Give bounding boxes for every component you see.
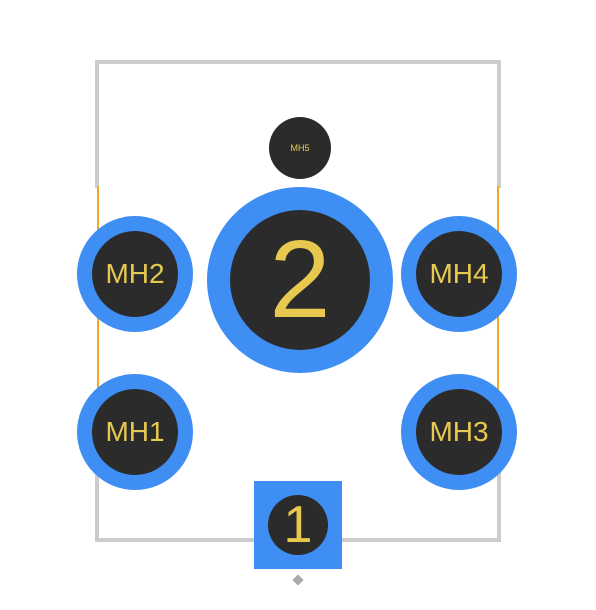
- outline-right-upper: [497, 60, 501, 188]
- pad-mh2-hole: MH2: [92, 231, 178, 317]
- outline-left-upper: [95, 60, 99, 188]
- pad-1-hole: 1: [268, 495, 328, 555]
- pad-mh4-hole: MH4: [416, 231, 502, 317]
- origin-marker-icon: [292, 574, 303, 585]
- outline-bottom-right: [341, 538, 501, 542]
- pad-mh3-label: MH3: [429, 418, 488, 446]
- pad-mh2-label: MH2: [105, 260, 164, 288]
- outline-top: [95, 60, 501, 64]
- pad-mh1-hole: MH1: [92, 389, 178, 475]
- pad-mh4-label: MH4: [429, 260, 488, 288]
- pad-mh3-hole: MH3: [416, 389, 502, 475]
- pad-2-label: 2: [269, 225, 330, 335]
- pad-2-hole: 2: [230, 210, 370, 350]
- outline-bottom-left: [95, 538, 255, 542]
- pad-mh1-label: MH1: [105, 418, 164, 446]
- pad-mh5-label: MH5: [290, 143, 309, 153]
- pad-1: 1: [254, 481, 342, 569]
- outline-left-lower: [95, 472, 99, 540]
- outline-right-lower: [497, 472, 501, 540]
- pad-mh4: MH4: [401, 216, 517, 332]
- pad-mh3: MH3: [401, 374, 517, 490]
- pad-mh1: MH1: [77, 374, 193, 490]
- pad-2: 2: [207, 187, 393, 373]
- pad-1-label: 1: [284, 499, 313, 551]
- pad-mh2: MH2: [77, 216, 193, 332]
- pad-mh5: MH5: [269, 117, 331, 179]
- footprint-canvas: MH5 2 MH2 MH4 MH1 MH3 1: [0, 0, 596, 610]
